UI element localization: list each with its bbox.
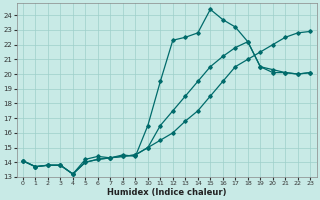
X-axis label: Humidex (Indice chaleur): Humidex (Indice chaleur) [107,188,226,197]
